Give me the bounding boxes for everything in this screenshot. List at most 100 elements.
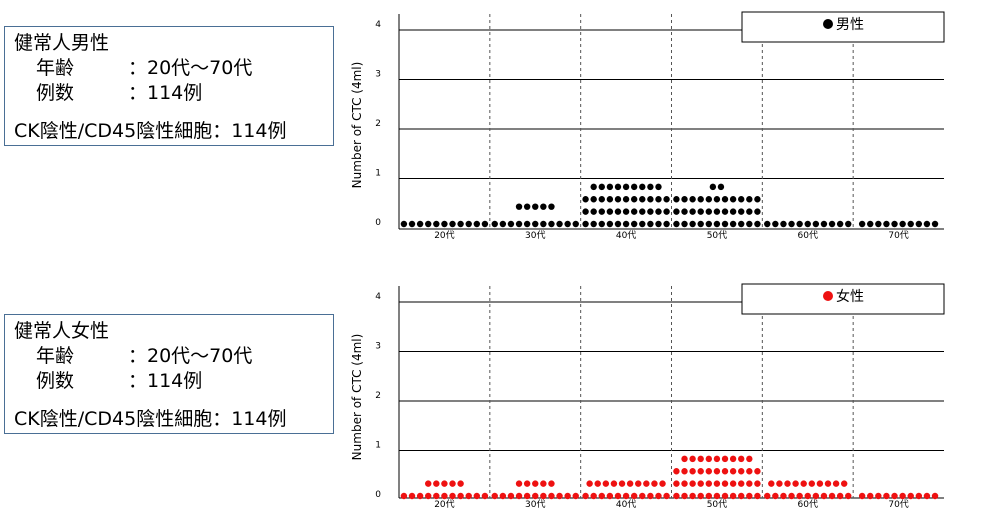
- data-point: [764, 220, 771, 228]
- y-tick-label: 3: [375, 70, 381, 80]
- data-point: [764, 492, 771, 500]
- data-point: [655, 208, 662, 215]
- info-box-female: 健常人女性 年齢 ：20代～70代 例数 ：114例 CK陰性/CD45陰性細胞…: [4, 314, 334, 434]
- data-point: [663, 208, 670, 215]
- info-age-value: ：20代～70代: [128, 345, 253, 367]
- data-point: [647, 196, 654, 203]
- data-point: [598, 196, 605, 203]
- data-point: [594, 480, 601, 487]
- data-point: [614, 208, 622, 215]
- data-point: [639, 492, 646, 500]
- info-age-value: ：20代～70代: [128, 57, 253, 79]
- data-point: [590, 196, 597, 203]
- data-point: [673, 208, 680, 215]
- data-point: [883, 220, 890, 228]
- data-point: [572, 220, 579, 228]
- data-point: [796, 220, 803, 228]
- data-point: [915, 220, 923, 228]
- y-axis-label: Number of CTC (4ml): [350, 334, 364, 461]
- info-count-row: 例数 ：114例: [14, 369, 324, 394]
- data-point: [622, 220, 630, 228]
- data-point: [473, 492, 481, 500]
- data-point: [598, 183, 605, 191]
- data-point: [915, 492, 923, 500]
- y-axis-label: Number of CTC (4ml): [350, 62, 364, 189]
- data-point: [548, 220, 555, 228]
- info-ck-line: CK陰性/CD45陰性細胞：114例: [14, 120, 287, 142]
- data-point: [780, 492, 787, 500]
- data-point: [836, 220, 844, 228]
- data-point: [689, 468, 696, 475]
- info-age-row: 年齢 ：20代～70代: [14, 56, 324, 81]
- data-point: [441, 492, 448, 500]
- data-point: [816, 480, 824, 487]
- data-point: [556, 220, 563, 228]
- data-point: [812, 220, 820, 228]
- data-point: [590, 183, 597, 191]
- data-point: [465, 220, 472, 228]
- x-tick-label: 30代: [525, 499, 545, 510]
- data-point: [673, 468, 680, 475]
- data-point: [681, 480, 688, 487]
- data-point: [465, 492, 472, 500]
- data-point: [630, 208, 638, 215]
- y-tick-label: 4: [375, 20, 381, 30]
- y-tick-label: 4: [375, 292, 381, 302]
- data-point: [721, 480, 729, 487]
- data-point: [433, 492, 440, 500]
- data-point: [746, 196, 753, 203]
- data-point: [441, 480, 448, 487]
- data-point: [738, 492, 745, 500]
- data-point: [828, 220, 836, 228]
- y-tick-label: 2: [375, 391, 381, 401]
- y-tick-label: 2: [375, 119, 381, 129]
- data-point: [788, 220, 795, 228]
- data-point: [622, 196, 630, 203]
- data-point: [630, 183, 638, 191]
- data-point: [738, 468, 745, 475]
- data-point: [729, 220, 737, 228]
- data-point: [804, 492, 811, 500]
- data-point: [540, 480, 547, 487]
- data-point: [622, 208, 630, 215]
- y-tick-label: 1: [375, 441, 381, 451]
- data-point: [408, 220, 416, 228]
- data-point: [400, 492, 408, 500]
- data-point: [705, 196, 713, 203]
- info-age-row: 年齢 ：20代～70代: [14, 344, 324, 369]
- data-point: [548, 480, 555, 487]
- data-point: [499, 220, 507, 228]
- data-point: [515, 480, 523, 487]
- data-point: [507, 492, 515, 500]
- data-point: [532, 492, 539, 500]
- data-point: [523, 492, 531, 500]
- data-point: [630, 220, 638, 228]
- data-point: [875, 220, 882, 228]
- data-point: [820, 220, 828, 228]
- data-point: [705, 480, 713, 487]
- data-point: [713, 480, 721, 487]
- data-point: [523, 220, 531, 228]
- data-point: [425, 220, 432, 228]
- info-title: 健常人女性: [14, 320, 110, 342]
- data-point: [713, 455, 721, 463]
- data-point: [673, 196, 680, 203]
- data-point: [408, 492, 416, 500]
- data-point: [673, 492, 680, 500]
- data-point: [449, 492, 456, 500]
- data-point: [681, 220, 688, 228]
- data-point: [663, 492, 670, 500]
- legend-box: [741, 11, 945, 43]
- data-point: [548, 492, 555, 500]
- data-point: [804, 220, 811, 228]
- legend-marker: [823, 19, 833, 29]
- data-point: [582, 196, 589, 203]
- data-point: [639, 196, 646, 203]
- data-point: [754, 196, 761, 203]
- data-point: [681, 455, 688, 463]
- data-point: [651, 480, 658, 487]
- data-point: [540, 492, 547, 500]
- legend-label: 女性: [836, 288, 864, 305]
- data-point: [481, 220, 489, 228]
- data-point: [729, 196, 737, 203]
